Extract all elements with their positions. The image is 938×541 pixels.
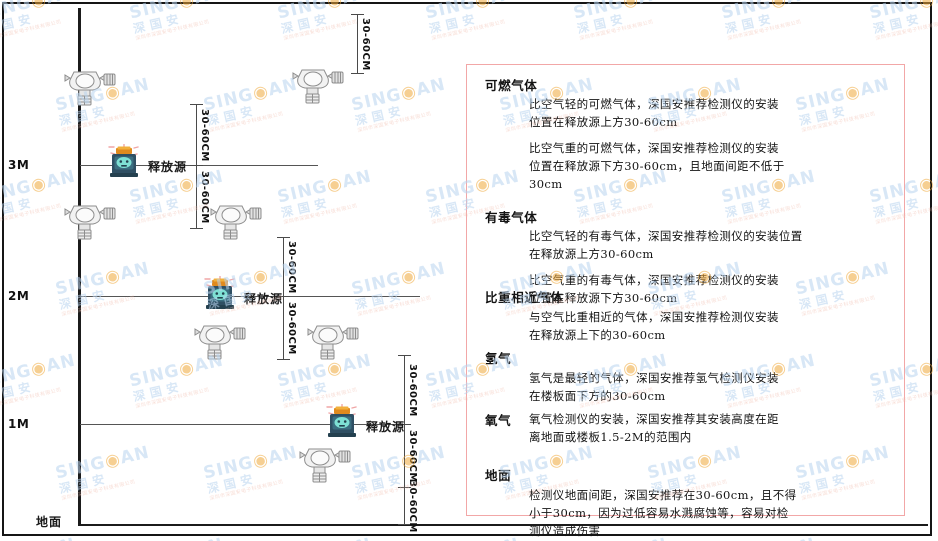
- release-source: [322, 403, 362, 444]
- dimension-tick: [190, 228, 203, 229]
- dimension-label: 30-60CM: [199, 108, 210, 162]
- dimension-tick: [351, 14, 364, 15]
- section-line: 小于30cm，因为过低容易水溅腐蚀等，容易对检: [529, 506, 789, 520]
- dimension-tick: [277, 296, 290, 297]
- section-title: 氢气: [485, 351, 512, 366]
- dimension-label: 30-60CM: [407, 479, 418, 533]
- gas-detector-icon: [299, 448, 351, 483]
- section-paragraph: 比空气轻的可燃气体，深国安推荐检测仪的安装 位置在释放源上方30-60cm: [529, 95, 779, 131]
- section-paragraph: 氧气检测仪的安装，深国安推荐其安装高度在距 离地面或楼板1.5-2M的范围内: [529, 410, 779, 446]
- release-source-icon: [326, 403, 357, 437]
- ground-baseline: [78, 524, 928, 526]
- section-title: 比重相近气体: [485, 290, 564, 305]
- section-line: 在楼板面下方的30-60cm: [529, 389, 666, 403]
- gas-detector: [305, 320, 361, 366]
- dimension-line: [404, 355, 405, 524]
- section-paragraph: 氢气是最轻的气体，深国安推荐氢气检测仪安装 在楼板面下方的30-60cm: [529, 369, 779, 405]
- section-line: 离地面或楼板1.5-2M的范围内: [529, 430, 692, 444]
- section-line: 比空气重的可燃气体，深国安推荐检测仪的安装: [529, 141, 779, 155]
- section-line: 与空气比重相近的气体，深国安推荐检测仪安装: [529, 310, 779, 324]
- gas-detector-icon: [64, 205, 116, 240]
- dimension-tick: [190, 104, 203, 105]
- dimension-tick: [398, 355, 411, 356]
- dimension-tick: [351, 73, 364, 74]
- dimension-tick: [398, 424, 411, 425]
- outer-frame: [2, 2, 932, 536]
- section-line: 测仪造成伤害: [529, 524, 601, 538]
- dimension-line: [357, 14, 358, 73]
- dimension-tick: [277, 359, 290, 360]
- installation-height-diagram: [78, 8, 81, 526]
- dimension-tick: [277, 237, 290, 238]
- release-source-icon: [108, 143, 139, 177]
- section-paragraph: 比空气重的有毒气体，深国安推荐检测仪的安装 位置在释放源下方30-60cm: [529, 271, 779, 307]
- section-paragraph: 比空气轻的有毒气体，深国安推荐检测仪的安装位置 在释放源上方30-60cm: [529, 227, 803, 263]
- section-line: 氧气检测仪的安装，深国安推荐其安装高度在距: [529, 412, 779, 426]
- dimension-tick: [398, 487, 411, 488]
- gas-detector: [297, 443, 353, 489]
- gas-detector-icon: [194, 325, 246, 360]
- section-line: 30cm: [529, 177, 563, 191]
- section-line: 比空气轻的可燃气体，深国安推荐检测仪的安装: [529, 97, 779, 111]
- section-title: 氧气: [485, 413, 512, 428]
- gas-detector-icon: [292, 69, 344, 104]
- release-source: [200, 275, 240, 316]
- gas-detector: [62, 200, 118, 246]
- dimension-label: 30-60CM: [199, 170, 210, 224]
- axis-label-2m: 2M: [8, 289, 30, 303]
- gas-detector-icon: [307, 325, 359, 360]
- ground-label: 地面: [36, 515, 63, 529]
- section-title: 可燃气体: [485, 78, 538, 93]
- section-line: 检测仪地面间距，深国安推荐在30-60cm，且不得: [529, 488, 797, 502]
- release-source-label: 释放源: [148, 160, 188, 174]
- section-paragraph: 与空气比重相近的气体，深国安推荐检测仪安装 在释放源上下的30-60cm: [529, 308, 779, 344]
- dimension-tick: [398, 524, 411, 525]
- section-paragraph: 检测仪地面间距，深国安推荐在30-60cm，且不得 小于30cm，因为过低容易水溅…: [529, 486, 797, 540]
- release-source-label: 释放源: [366, 420, 406, 434]
- gas-detector-icon: [64, 71, 116, 106]
- dimension-tick: [190, 165, 203, 166]
- release-source-label: 释放源: [244, 292, 284, 306]
- gas-installation-guidelines-panel: 可燃气体比空气轻的可燃气体，深国安推荐检测仪的安装 位置在释放源上方30-60cm…: [466, 64, 905, 538]
- section-line: 位置在释放源下方30-60cm: [529, 291, 678, 305]
- level-line-1m: [80, 424, 400, 425]
- section-line: 比空气轻的有毒气体，深国安推荐检测仪的安装位置: [529, 229, 803, 243]
- section-title: 有毒气体: [485, 210, 538, 225]
- section-line: 位置在释放源下方30-60cm，且地面间距不低于: [529, 159, 785, 173]
- dimension-label: 30-60CM: [407, 363, 418, 417]
- gas-detector-icon: [210, 205, 262, 240]
- gas-detector: [192, 320, 248, 366]
- section-line: 在释放源上方30-60cm: [529, 247, 654, 261]
- section-paragraph: 比空气重的可燃气体，深国安推荐检测仪的安装 位置在释放源下方30-60cm，且地面…: [529, 139, 785, 193]
- axis-label-1m: 1M: [8, 417, 30, 431]
- gas-detector: [208, 200, 264, 246]
- gas-detector: [290, 64, 346, 110]
- dimension-line: [283, 237, 284, 359]
- section-line: 在释放源上下的30-60cm: [529, 328, 666, 342]
- dimension-label: 30-60CM: [360, 17, 371, 71]
- vertical-axis: [78, 8, 81, 526]
- axis-label-3m: 3M: [8, 158, 30, 172]
- section-line: 氢气是最轻的气体，深国安推荐氢气检测仪安装: [529, 371, 779, 385]
- dimension-label: 30-60CM: [286, 240, 297, 294]
- gas-detector: [62, 66, 118, 112]
- dimension-label: 30-60CM: [286, 301, 297, 355]
- section-line: 比空气重的有毒气体，深国安推荐检测仪的安装: [529, 273, 779, 287]
- dimension-line: [196, 104, 197, 228]
- section-line: 位置在释放源上方30-60cm: [529, 115, 678, 129]
- dimension-label: 30-60CM: [407, 429, 418, 483]
- section-title: 地面: [485, 468, 512, 483]
- release-source: [104, 143, 144, 184]
- release-source-icon: [204, 275, 235, 309]
- level-line-2m: [80, 296, 420, 297]
